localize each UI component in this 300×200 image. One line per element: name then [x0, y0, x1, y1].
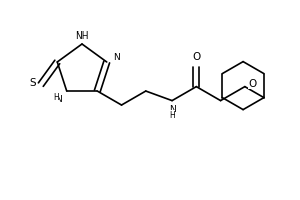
Text: O: O [249, 79, 257, 89]
Text: NH: NH [75, 32, 89, 41]
Text: O: O [192, 52, 200, 62]
Text: N: N [55, 95, 62, 104]
Text: S: S [29, 78, 36, 88]
Text: NH: NH [75, 31, 89, 40]
Text: H: H [169, 111, 175, 120]
Text: N: N [113, 53, 119, 62]
Text: H: H [53, 93, 59, 102]
Text: N: N [169, 105, 176, 114]
